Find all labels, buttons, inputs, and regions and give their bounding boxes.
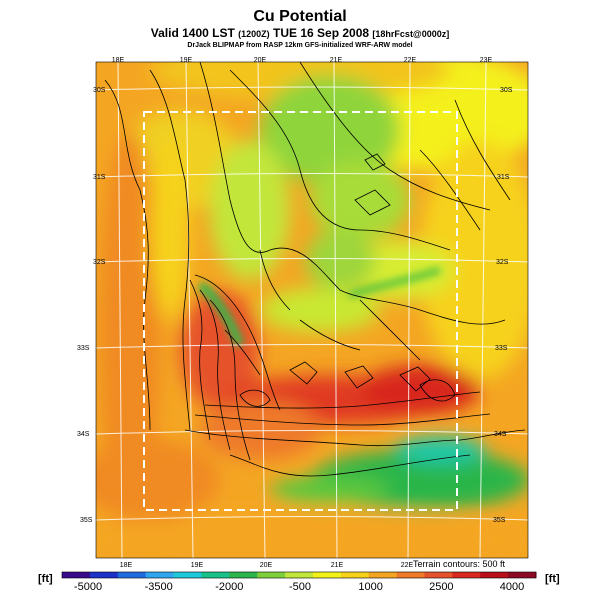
lat-label-left: 32S [93, 259, 106, 266]
lat-label-right: 34S [494, 431, 507, 438]
lon-label-top: 21E [330, 57, 343, 64]
lon-label-bottom: 18E [120, 562, 133, 569]
valid-date: TUE 16 Sep 2008 [273, 26, 370, 40]
lat-label-left: 33S [77, 345, 90, 352]
colorbar-unit-right: [ft] [545, 573, 560, 585]
lon-label-top: 18E [112, 57, 125, 64]
lon-label-top: 19E [180, 57, 193, 64]
map-title: Cu Potential [253, 8, 347, 25]
graticule [96, 62, 528, 558]
valid-time: Valid 1400 LST [150, 26, 235, 40]
color-field [96, 62, 528, 558]
map-frame [95, 61, 529, 559]
lat-label-right: 35S [493, 517, 506, 524]
forecast-hour: [18hrFcst@0000z] [372, 29, 450, 39]
lat-label-right: 31S [497, 174, 510, 181]
lon-label-top: 22E [404, 57, 417, 64]
lat-label-left: 31S [93, 174, 106, 181]
lon-labels-top: 18E 19E 20E 21E 22E 23E [112, 57, 493, 64]
lat-label-left: 34S [77, 431, 90, 438]
lon-label-bottom: 21E [331, 562, 344, 569]
colorbar-unit-left: [ft] [38, 573, 53, 585]
map-subtitle: Valid 1400 LST (1200Z) TUE 16 Sep 2008 [… [0, 26, 600, 40]
inner-domain-boundary [143, 111, 458, 511]
lon-label-bottom: 20E [260, 562, 273, 569]
lon-label-top: 23E [480, 57, 493, 64]
lat-labels-left: 30S 31S 32S 33S 34S 35S [77, 87, 106, 524]
lat-labels-right: 30S 31S 32S 33S 34S 35S [493, 87, 513, 524]
lat-label-left: 30S [93, 87, 106, 94]
lat-label-right: 33S [495, 345, 508, 352]
terrain-contour-note: Terrain contours: 500 ft [412, 559, 505, 569]
terrain-contours [104, 62, 526, 477]
lon-label-bottom: 22E [401, 562, 414, 569]
lon-label-bottom: 19E [191, 562, 204, 569]
lat-label-left: 35S [80, 517, 93, 524]
lon-label-top: 20E [254, 57, 267, 64]
run-time: (1200Z) [238, 29, 270, 39]
lat-label-right: 30S [500, 87, 513, 94]
lat-label-right: 32S [496, 259, 509, 266]
lon-labels-bottom: 18E 19E 20E 21E 22E [120, 562, 414, 569]
model-credit: DrJack BLIPMAP from RASP 12km GFS-initia… [187, 42, 413, 49]
